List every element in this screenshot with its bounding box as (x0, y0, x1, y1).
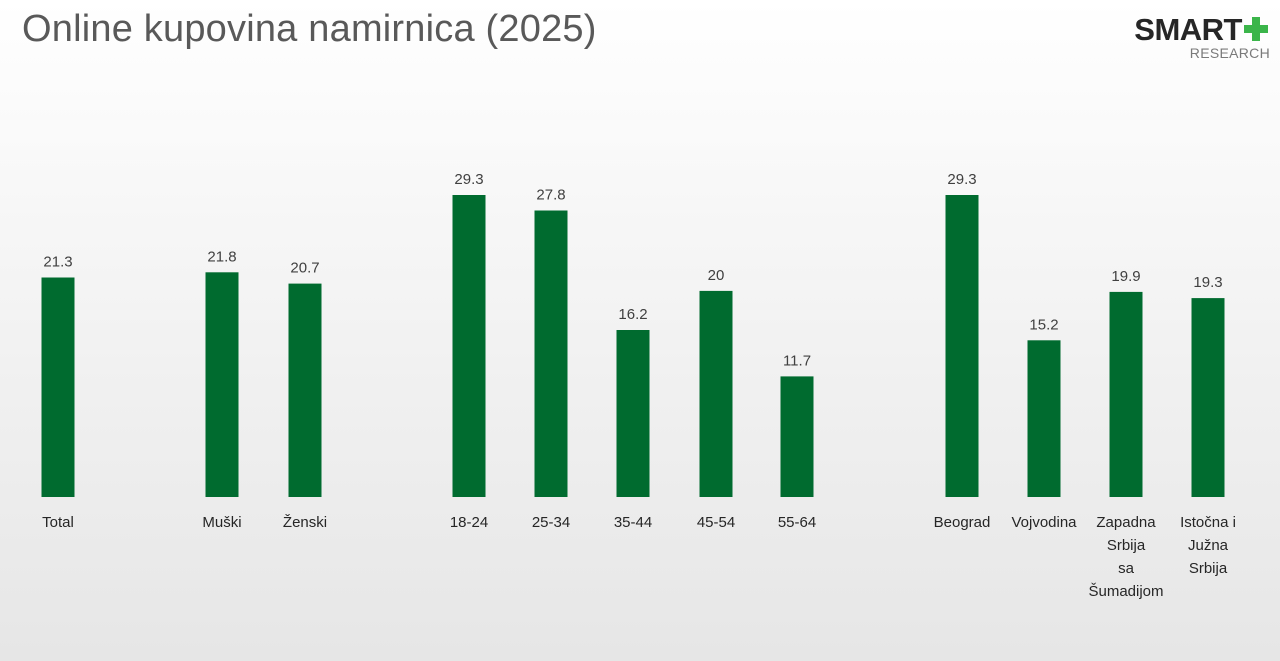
bar-1 (205, 272, 239, 497)
value-label-6: 20 (708, 267, 725, 284)
value-label-8: 29.3 (947, 171, 976, 188)
bar-11 (1191, 298, 1225, 497)
bar-6 (699, 290, 733, 497)
category-label-3: 18-24 (450, 514, 488, 531)
category-label-line: 45-54 (697, 514, 735, 531)
category-label-2: Ženski (283, 514, 327, 531)
category-label-line: Zapadna (1096, 514, 1156, 531)
category-label-8: Beograd (934, 514, 991, 531)
bar-0 (41, 277, 75, 497)
plus-icon (1244, 17, 1268, 41)
bar-5 (616, 330, 650, 497)
logo-brand-text: SMART (1134, 12, 1242, 47)
value-label-0: 21.3 (43, 254, 72, 271)
category-label-line: Srbija (1107, 537, 1146, 554)
category-label-line: Ženski (283, 514, 327, 531)
category-label-line: Šumadijom (1088, 583, 1163, 600)
category-label-0: Total (42, 514, 74, 531)
value-label-3: 29.3 (454, 171, 483, 188)
category-label-4: 25-34 (532, 514, 570, 531)
value-label-7: 11.7 (783, 352, 811, 369)
brand-logo: SMART RESEARCH (1120, 12, 1270, 64)
category-label-line: Srbija (1189, 560, 1228, 577)
category-label-1: Muški (202, 514, 241, 531)
value-label-11: 19.3 (1193, 274, 1222, 291)
category-label-line: Južna (1188, 537, 1229, 554)
category-label-line: Istočna i (1180, 514, 1236, 531)
bar-2 (288, 283, 322, 497)
bar-8 (945, 195, 979, 497)
category-label-11: Istočna i Južna Srbija (1180, 514, 1236, 577)
category-label-line: sa (1118, 560, 1135, 577)
category-label-7: 55-64 (778, 514, 816, 531)
category-label-10: Zapadna Srbija sa Šumadijom (1088, 514, 1163, 600)
category-label-line: 25-34 (532, 514, 570, 531)
value-label-9: 15.2 (1029, 316, 1058, 333)
bar-9 (1027, 340, 1061, 497)
value-label-2: 20.7 (290, 260, 319, 277)
value-label-10: 19.9 (1111, 268, 1140, 285)
category-label-line: 18-24 (450, 514, 488, 531)
category-label-line: Vojvodina (1011, 514, 1077, 531)
value-label-5: 16.2 (618, 306, 647, 323)
category-label-line: Beograd (934, 514, 991, 531)
category-label-line: Total (42, 514, 74, 531)
category-label-line: 55-64 (778, 514, 816, 531)
category-label-5: 35-44 (614, 514, 652, 531)
value-label-4: 27.8 (536, 187, 565, 204)
bar-7 (780, 376, 814, 497)
bar-3 (452, 195, 486, 497)
bar-4 (534, 210, 568, 497)
logo-subtitle: RESEARCH (1189, 45, 1270, 61)
category-label-9: Vojvodina (1011, 514, 1077, 531)
value-label-1: 21.8 (207, 248, 236, 265)
chart-title: Online kupovina namirnica (2025) (22, 8, 597, 50)
bar-10 (1109, 291, 1143, 497)
category-label-line: 35-44 (614, 514, 652, 531)
category-label-line: Muški (202, 514, 241, 531)
category-label-6: 45-54 (697, 514, 735, 531)
